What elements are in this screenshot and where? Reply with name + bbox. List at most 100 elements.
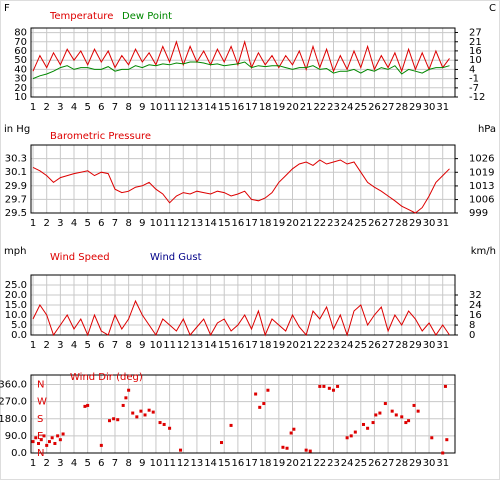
- x-tick-label: 28: [395, 218, 408, 229]
- scatter-point: [86, 403, 90, 407]
- scatter-point: [412, 403, 416, 407]
- scatter-point: [139, 409, 143, 413]
- scatter-point: [121, 403, 125, 407]
- x-tick-label: 30: [423, 102, 436, 113]
- y-tick-label: 10.0: [5, 310, 27, 321]
- x-tick-label: 17: [245, 102, 258, 113]
- scatter-point: [158, 421, 162, 425]
- x-tick-label: 18: [259, 458, 272, 469]
- scatter-point: [285, 446, 289, 450]
- x-tick-label: 12: [177, 458, 190, 469]
- scatter-point: [179, 448, 183, 452]
- y2-tick-label: 1013: [469, 181, 494, 192]
- y-tick-label: 0.0: [11, 448, 27, 459]
- scatter-point: [56, 434, 60, 438]
- y-axis-label: F: [4, 3, 10, 14]
- x-tick-label: 22: [313, 218, 326, 229]
- series-line: [32, 159, 450, 214]
- y2-tick-label: 1006: [469, 195, 494, 206]
- x-tick-label: 16: [232, 102, 245, 113]
- x-tick-label: 7: [112, 458, 118, 469]
- y2-tick-label: -7: [469, 83, 479, 94]
- scatter-point: [327, 386, 331, 390]
- x-tick-label: 20: [286, 458, 299, 469]
- scatter-point: [349, 434, 353, 438]
- legend-entry: Dew Point: [122, 11, 172, 22]
- x-tick-label: 22: [313, 458, 326, 469]
- x-tick-label: 17: [245, 458, 258, 469]
- y-tick-label: 5.0: [11, 320, 27, 331]
- scatter-point: [281, 445, 285, 449]
- scatter-point: [131, 411, 135, 415]
- scatter-point: [168, 426, 172, 430]
- y2-tick-label: 16: [469, 310, 482, 321]
- scatter-point: [112, 417, 116, 421]
- plot-border: [30, 27, 456, 98]
- x-tick-label: 24: [341, 218, 354, 229]
- compass-label: N: [37, 448, 44, 459]
- series-line: [32, 61, 450, 80]
- scatter-point: [292, 427, 296, 431]
- x-tick-label: 13: [191, 102, 204, 113]
- x-tick-label: 8: [125, 102, 131, 113]
- y-axis-label: in Hg: [4, 124, 30, 135]
- x-tick-label: 5: [84, 218, 90, 229]
- scatter-point: [61, 432, 65, 436]
- plot-area: [31, 145, 455, 213]
- scatter-point: [394, 413, 398, 417]
- x-tick-label: 15: [218, 340, 231, 351]
- y-tick-label: 60: [14, 46, 27, 57]
- legend-entry: Temperature: [49, 11, 113, 22]
- x-tick-label: 23: [327, 458, 340, 469]
- x-tick-label: 1: [30, 102, 36, 113]
- y2-tick-label: 24: [469, 300, 482, 311]
- x-tick-label: 4: [71, 102, 77, 113]
- x-tick-label: 20: [286, 218, 299, 229]
- x-tick-label: 7: [112, 218, 118, 229]
- y2-axis-label: C: [489, 3, 496, 14]
- scatter-point: [229, 423, 233, 427]
- x-tick-label: 12: [177, 218, 190, 229]
- x-tick-label: 21: [300, 458, 313, 469]
- scatter-point: [143, 413, 147, 417]
- x-tick-label: 30: [423, 340, 436, 351]
- scatter-point: [147, 408, 151, 412]
- scatter-point: [262, 402, 266, 406]
- y-tick-label: 50: [14, 55, 27, 66]
- y2-axis-label: km/h: [471, 246, 496, 257]
- x-tick-label: 27: [382, 102, 395, 113]
- scatter-point: [322, 384, 326, 388]
- y-tick-label: 30.3: [5, 154, 27, 165]
- y-tick-label: 29.7: [5, 194, 27, 205]
- x-tick-label: 19: [272, 340, 285, 351]
- y-tick-label: 25.0: [5, 280, 27, 291]
- y-tick-label: 29.9: [5, 181, 27, 192]
- x-tick-label: 31: [436, 340, 449, 351]
- y2-tick-label: 0: [469, 330, 475, 341]
- y2-tick-label: 4: [469, 64, 475, 75]
- x-tick-label: 9: [139, 458, 145, 469]
- y-tick-label: 0.0: [11, 330, 27, 341]
- y-tick-label: 30.1: [5, 167, 27, 178]
- x-tick-label: 10: [150, 458, 163, 469]
- y2-tick-label: 27: [469, 27, 482, 38]
- y-tick-label: 40: [14, 64, 27, 75]
- scatter-point: [31, 440, 35, 444]
- x-tick-label: 21: [300, 340, 313, 351]
- x-tick-label: 9: [139, 340, 145, 351]
- x-tick-label: 31: [436, 102, 449, 113]
- x-tick-label: 20: [286, 102, 299, 113]
- scatter-point: [127, 388, 131, 392]
- x-tick-label: 5: [84, 340, 90, 351]
- scatter-point: [258, 405, 262, 409]
- x-tick-label: 12: [177, 340, 190, 351]
- x-tick-label: 6: [98, 340, 104, 351]
- x-tick-label: 29: [409, 218, 422, 229]
- scatter-point: [37, 441, 41, 445]
- x-tick-label: 23: [327, 340, 340, 351]
- scatter-point: [366, 426, 370, 430]
- x-tick-label: 3: [57, 102, 63, 113]
- scatter-point: [390, 409, 394, 413]
- x-tick-label: 27: [382, 218, 395, 229]
